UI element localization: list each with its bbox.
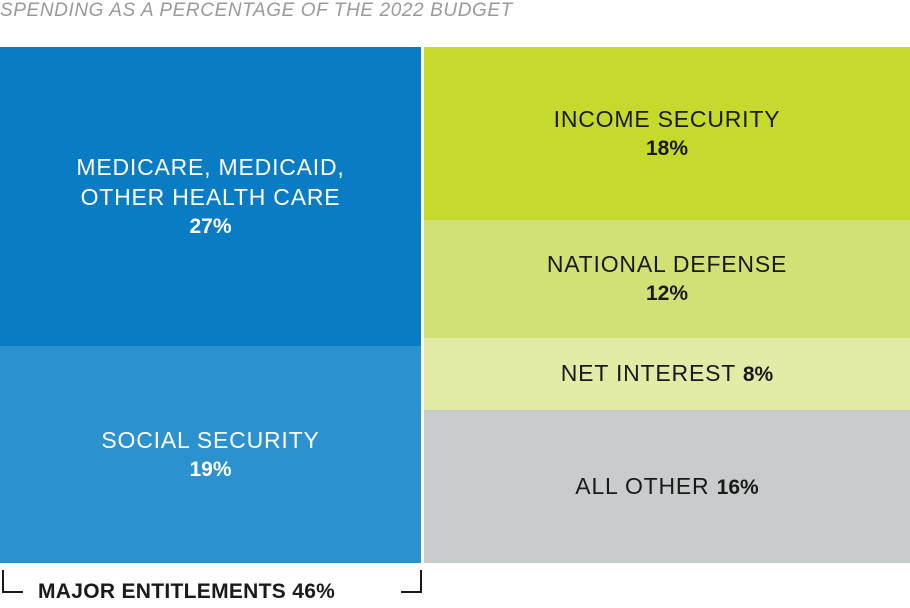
tile-label-line: INCOME SECURITY [553,105,781,132]
tile-label-line: SOCIAL SECURITY [101,426,320,453]
tile-income-security: INCOME SECURITY 18% [424,47,910,220]
tile-label-line: NATIONAL DEFENSE [546,251,788,277]
tile-value-label: 27% [189,214,232,238]
tile-label-line: OTHER HEALTH CARE [80,183,341,210]
chart-title: SPENDING AS A PERCENTAGE OF THE 2022 BUD… [0,0,513,21]
group-annotation-value: 46% [292,580,336,603]
group-annotation-label: MAJOR ENTITLEMENTS [38,580,287,603]
tile-value-label: 18% [645,136,689,160]
tile-value-label: 8% [742,363,774,386]
tile-net-interest: NET INTEREST 8% [424,338,910,410]
group-annotation: MAJOR ENTITLEMENTS 46% [38,578,335,606]
tile-all-other: ALL OTHER 16% [424,410,910,563]
tile-social-security: SOCIAL SECURITY 19% [0,346,421,563]
tile-label-line: NET INTEREST [560,360,736,386]
tile-label-line: MEDICARE, MEDICAID, [76,153,345,180]
entitlements-bracket [2,570,422,593]
tile-national-defense: NATIONAL DEFENSE 12% [424,220,910,338]
tile-value-label: 12% [645,282,689,305]
tile-medicare-medicaid-other-health-care: MEDICARE, MEDICAID, OTHER HEALTH CARE 27… [0,47,421,346]
tile-value-label: 19% [189,457,232,481]
tile-label-line: ALL OTHER [575,472,710,499]
tile-value-label: 16% [716,475,759,499]
